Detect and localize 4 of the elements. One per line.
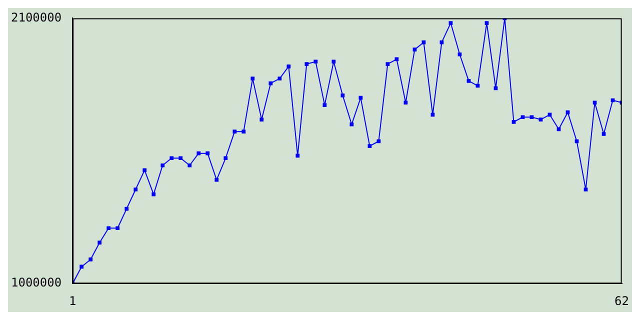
- y-tick-label: 1000000: [10, 276, 62, 290]
- x-tick-label: 1: [68, 294, 76, 308]
- x-tick-label: 62: [614, 294, 629, 308]
- y-tick-label: 2100000: [10, 10, 62, 24]
